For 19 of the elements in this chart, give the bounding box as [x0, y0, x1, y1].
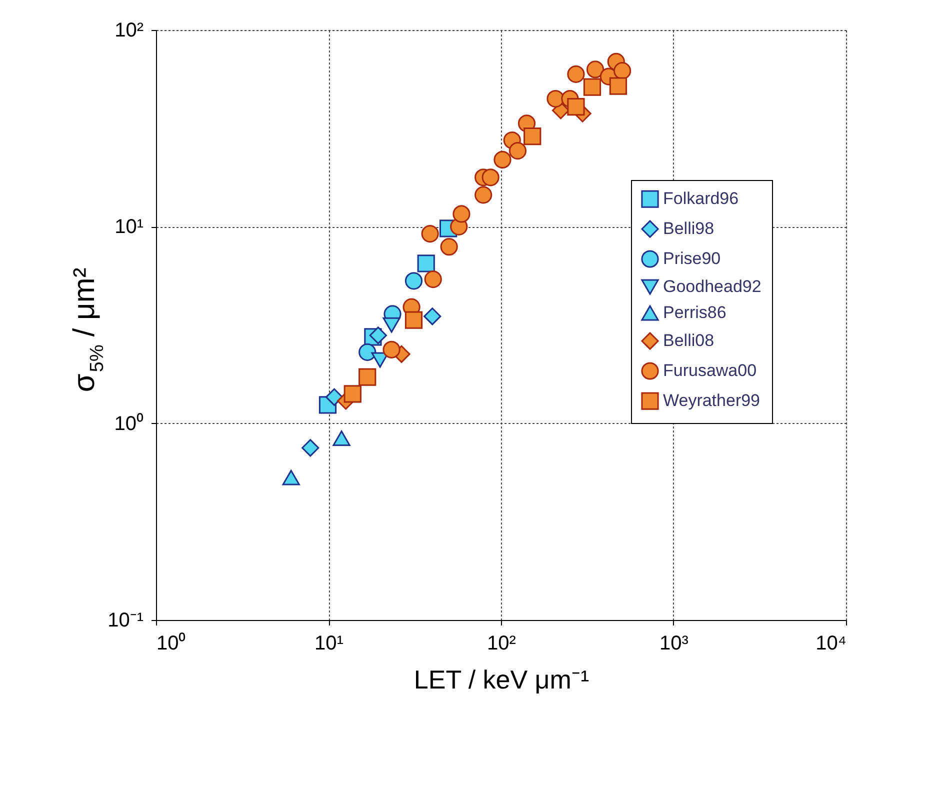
- legend-label: Prise90: [663, 249, 721, 268]
- x-tick-label: 10¹: [314, 632, 344, 654]
- y-tick-label: 10⁰: [114, 412, 144, 435]
- legend-label: Perris86: [663, 303, 726, 322]
- x-tick-label: 10⁴: [816, 632, 846, 654]
- y-tick-label: 10¹: [114, 216, 144, 238]
- y-axis-title: σ5% / μm²: [68, 268, 108, 392]
- x-tick-label: 10³: [660, 632, 689, 654]
- legend-label: Belli98: [663, 219, 714, 238]
- legend-label: Weyrather99: [663, 391, 760, 410]
- legend-label: Folkard96: [663, 189, 739, 208]
- x-tick-label: 10⁰: [156, 632, 186, 654]
- y-tick-label: 10²: [114, 20, 144, 42]
- x-tick-label: 10²: [487, 632, 516, 654]
- legend-label: Furusawa00: [663, 361, 757, 380]
- x-axis-title: LET / keV μm⁻¹: [414, 664, 590, 694]
- legend-label: Goodhead92: [663, 277, 762, 296]
- legend-label: Belli08: [663, 331, 714, 350]
- y-tick-label: 10⁻¹: [108, 610, 144, 632]
